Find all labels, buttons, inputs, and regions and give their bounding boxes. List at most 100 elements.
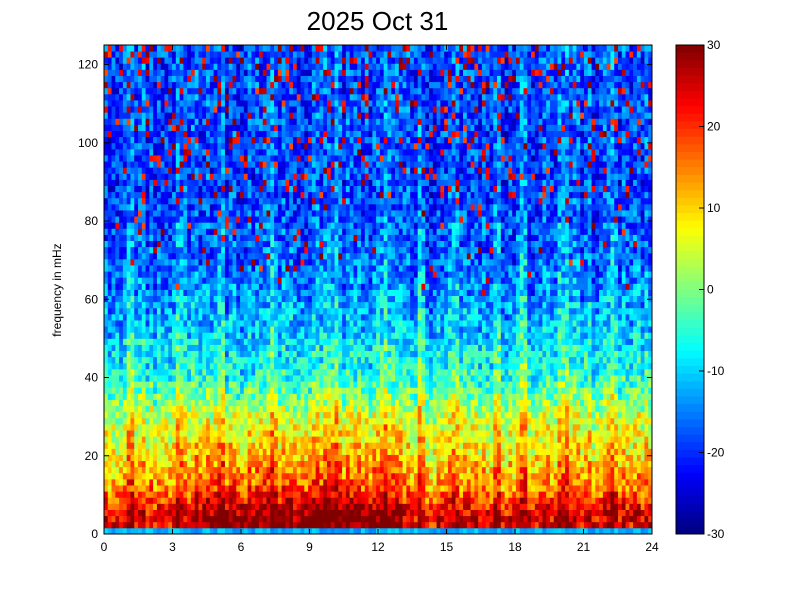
heatmap-cell — [266, 368, 271, 376]
heatmap-cell — [542, 344, 547, 352]
heatmap-cell — [345, 454, 351, 462]
heatmap-cell — [523, 375, 528, 382]
heatmap-cell — [232, 478, 237, 486]
heatmap-cell — [240, 362, 245, 370]
heatmap-cell — [497, 368, 502, 376]
heatmap-cell — [376, 338, 381, 345]
heatmap-cell — [546, 436, 551, 443]
heatmap-cell — [357, 399, 362, 407]
heatmap-cell — [519, 430, 524, 437]
heatmap-cell — [111, 387, 116, 394]
heatmap-cell — [149, 405, 154, 413]
heatmap-cell — [417, 472, 422, 480]
heatmap-cell — [338, 393, 343, 400]
heatmap-cell — [493, 472, 498, 480]
heatmap-cell — [614, 399, 619, 407]
heatmap-cell — [572, 521, 577, 529]
heatmap-cell — [172, 509, 177, 517]
heatmap-cell — [451, 387, 456, 394]
heatmap-cell — [504, 326, 509, 333]
heatmap-cell — [425, 491, 430, 498]
heatmap-cell — [164, 320, 169, 327]
heatmap-cell — [538, 338, 543, 345]
heatmap-cell — [621, 387, 626, 394]
heatmap-cell — [202, 478, 207, 486]
heatmap-cell — [629, 509, 634, 517]
heatmap-cell — [591, 515, 596, 523]
heatmap-cell — [572, 509, 577, 517]
heatmap-cell — [523, 497, 528, 504]
heatmap-cell — [572, 326, 577, 333]
heatmap-cell — [500, 472, 506, 480]
heatmap-cell — [493, 417, 498, 425]
heatmap-cell — [209, 381, 214, 388]
heatmap-cell — [164, 405, 169, 413]
heatmap-cell — [119, 485, 124, 492]
heatmap-cell — [606, 350, 611, 358]
heatmap-cell — [421, 399, 426, 407]
heatmap-cell — [463, 460, 468, 468]
heatmap-cell — [228, 430, 233, 437]
heatmap-cell — [266, 399, 271, 407]
heatmap-cell — [572, 405, 577, 413]
heatmap-cell — [194, 387, 199, 394]
heatmap-cell — [481, 472, 487, 480]
heatmap-cell — [614, 436, 619, 443]
heatmap-cell — [417, 356, 422, 364]
heatmap-cell — [104, 503, 109, 510]
heatmap-cell — [168, 491, 173, 498]
heatmap-cell — [304, 454, 309, 462]
heatmap-cell — [429, 368, 434, 376]
heatmap-cell — [134, 411, 139, 419]
heatmap-cell — [474, 485, 479, 492]
heatmap-cell — [383, 485, 388, 492]
heatmap-cell — [323, 503, 328, 510]
heatmap-cell — [311, 320, 317, 327]
heatmap-cell — [606, 381, 611, 388]
heatmap-cell — [292, 509, 298, 517]
heatmap-cell — [587, 387, 592, 394]
heatmap-cell — [595, 478, 600, 486]
heatmap-cell — [330, 491, 335, 498]
heatmap-cell — [474, 417, 479, 425]
heatmap-cell — [508, 411, 513, 419]
heatmap-cell — [440, 509, 445, 517]
heatmap-cell — [610, 478, 615, 486]
heatmap-cell — [395, 430, 400, 437]
heatmap-cell — [145, 472, 150, 480]
heatmap-cell — [156, 375, 162, 382]
heatmap-cell — [425, 521, 430, 529]
heatmap-cell — [599, 344, 604, 352]
heatmap-cell — [368, 448, 373, 455]
heatmap-cell — [519, 326, 524, 333]
heatmap-cell — [311, 393, 317, 400]
heatmap-cell — [376, 460, 381, 468]
heatmap-cell — [274, 405, 279, 413]
heatmap-cell — [281, 368, 286, 376]
heatmap-cell — [119, 478, 124, 486]
heatmap-cell — [281, 375, 286, 382]
heatmap-cell — [255, 399, 260, 407]
heatmap-cell — [553, 362, 558, 370]
heatmap-cell — [391, 417, 396, 425]
heatmap-cell — [636, 326, 642, 333]
heatmap-cell — [334, 381, 339, 388]
heatmap-cell — [644, 527, 649, 535]
heatmap-cell — [440, 399, 445, 407]
heatmap-cell — [160, 326, 165, 333]
heatmap-cell — [323, 454, 328, 462]
heatmap-cell — [334, 326, 339, 333]
heatmap-cell — [553, 485, 558, 492]
heatmap-cell — [224, 436, 230, 443]
heatmap-cell — [451, 381, 456, 388]
heatmap-cell — [614, 423, 619, 431]
heatmap-cell — [274, 417, 279, 425]
heatmap-cell — [444, 344, 449, 352]
heatmap-cell — [194, 430, 199, 437]
heatmap-cell — [198, 326, 203, 333]
heatmap-cell — [542, 350, 547, 358]
heatmap-cell — [440, 521, 445, 529]
heatmap-cell — [119, 368, 124, 376]
heatmap-cell — [561, 454, 566, 462]
heatmap-cell — [338, 515, 343, 523]
